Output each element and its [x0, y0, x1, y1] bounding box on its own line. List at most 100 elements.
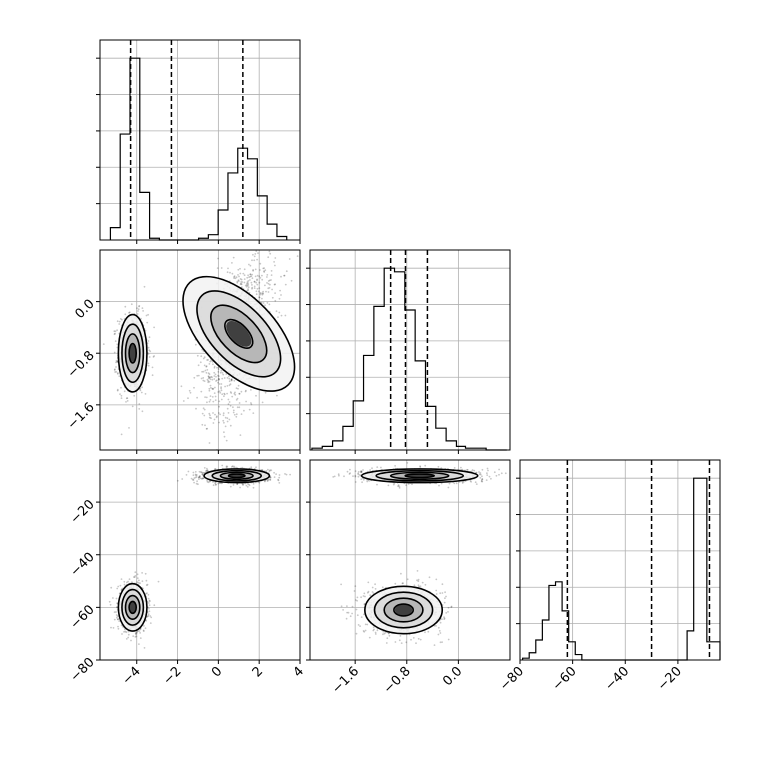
scatter-point [197, 476, 200, 479]
scatter-point [194, 343, 197, 346]
scatter-point [227, 267, 229, 270]
histogram-panel-0 [96, 39, 301, 244]
scatter-point [406, 578, 409, 581]
contour-line [121, 323, 145, 384]
scatter-point [116, 615, 119, 617]
scatter-point [250, 389, 252, 391]
scatter-point [443, 618, 446, 620]
scatter-point [274, 257, 277, 259]
scatter-point [270, 274, 273, 276]
scatter-point [213, 375, 216, 377]
scatter-point [278, 297, 281, 300]
x-tick-label: −60 [550, 664, 580, 694]
scatter-point [226, 420, 229, 423]
scatter-panel-1-2: −1.6 −0.8 0.0 [306, 459, 511, 697]
scatter-point [262, 290, 264, 293]
scatter-point [220, 383, 223, 385]
scatter-point [239, 267, 241, 270]
scatter-point [368, 636, 371, 639]
scatter-point [237, 274, 239, 276]
scatter-point [217, 377, 220, 380]
scatter-point [267, 280, 270, 282]
scatter-point [252, 269, 255, 272]
scatter-point [244, 284, 247, 287]
scatter-point [219, 391, 222, 394]
contour-line [124, 333, 141, 374]
scatter-point [250, 403, 253, 406]
scatter-point [236, 281, 239, 284]
scatter-point [223, 431, 225, 434]
scatter-point [144, 572, 147, 575]
scatter-point [229, 424, 232, 427]
scatter-point [266, 234, 268, 236]
scatter-point [387, 632, 390, 635]
scatter-point [115, 611, 117, 613]
scatter-point [340, 605, 343, 608]
scatter-point [269, 252, 272, 255]
scatter-point [132, 635, 135, 637]
scatter-point [275, 473, 277, 475]
scatter-point [116, 343, 119, 346]
scatter-point [427, 630, 430, 633]
y-tick-label: −0.8 [65, 348, 98, 381]
scatter-point [222, 419, 225, 422]
scatter-point [139, 389, 142, 392]
scatter-point [362, 630, 365, 632]
scatter-point [202, 370, 205, 373]
scatter-point [208, 416, 211, 419]
scatter-point [238, 406, 241, 409]
histogram-step [109, 57, 288, 241]
scatter-point [198, 478, 200, 480]
scatter-point [112, 597, 114, 599]
scatter-point [134, 571, 137, 574]
scatter-point [258, 290, 260, 293]
contour-line [219, 471, 254, 481]
scatter-point [246, 284, 249, 287]
scatter-point [261, 401, 264, 404]
scatter-point [405, 641, 408, 644]
scatter-point [280, 294, 282, 296]
scatter-point [196, 396, 199, 399]
scatter-point [125, 401, 127, 403]
grid-lines [519, 460, 720, 660]
scatter-point [417, 637, 420, 640]
scatter-point [213, 392, 216, 394]
scatter-point [255, 250, 258, 253]
scatter-point [246, 282, 248, 285]
scatter-point [258, 296, 261, 299]
scatter-point [206, 479, 209, 482]
scatter-point [266, 274, 269, 276]
scatter-point [266, 479, 269, 482]
scatter-point [210, 359, 213, 362]
scatter-point [248, 484, 251, 487]
contour-line [128, 342, 138, 364]
scatter-point [280, 314, 283, 317]
scatter-point [202, 377, 205, 379]
scatter-point [227, 403, 230, 406]
scatter-point [192, 474, 195, 477]
scatter-point [233, 465, 236, 468]
contour-line [124, 594, 141, 621]
scatter-point [192, 471, 195, 474]
scatter-point [268, 303, 271, 306]
scatter-point [218, 421, 221, 424]
scatter-point [146, 592, 148, 594]
scatter-point [444, 597, 446, 600]
scatter-point [116, 602, 119, 605]
scatter-point [233, 466, 236, 469]
scatter-point [410, 638, 412, 641]
scatter-point [206, 467, 208, 470]
scatter-point [277, 478, 279, 481]
scatter-point [208, 412, 211, 415]
scatter-point [141, 307, 144, 309]
scatter-point [283, 274, 285, 277]
scatter-point [342, 609, 344, 611]
scatter-point [136, 313, 139, 315]
scatter-point [220, 369, 223, 372]
scatter-point [233, 392, 236, 395]
scatter-point [245, 400, 248, 403]
scatter-point [135, 635, 138, 638]
scatter-point [227, 375, 230, 378]
scatter-point [113, 333, 116, 336]
scatter-point [249, 227, 251, 229]
